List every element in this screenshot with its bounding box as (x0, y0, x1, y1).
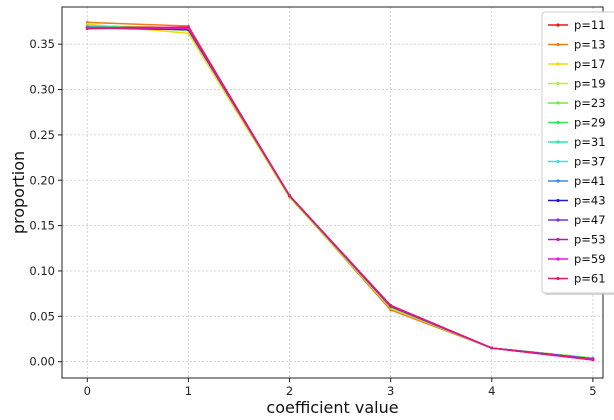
legend-entry: p=29 (574, 116, 606, 130)
legend-entry: p=53 (574, 233, 606, 247)
y-tick-label: 0.00 (29, 355, 55, 369)
legend-swatch-marker (556, 23, 560, 27)
legend-entry: p=23 (574, 96, 606, 110)
legend-swatch-marker (556, 257, 560, 261)
series-line-p=19 (87, 24, 593, 359)
x-tick-label: 3 (387, 384, 394, 398)
data-point (389, 304, 393, 307)
legend-swatch-marker (556, 62, 560, 66)
legend-swatch-marker (556, 81, 560, 86)
plot-frame (61, 6, 604, 379)
legend-entry: p=47 (574, 213, 606, 227)
series-line-p=53 (87, 27, 593, 361)
y-tick-label: 0.05 (29, 309, 55, 323)
y-tick-label: 0.15 (29, 219, 55, 233)
series-line-p=29 (87, 26, 593, 360)
series-line-p=11 (87, 25, 593, 360)
legend-entry: p=37 (574, 155, 606, 169)
series-lines (85, 21, 595, 362)
y-tick-label: 0.35 (29, 37, 55, 51)
x-tick-label: 5 (589, 384, 596, 398)
series-line-p=61 (87, 26, 593, 361)
series-line-p=47 (87, 27, 593, 360)
legend: p=11 p=13 p=17 p=19 p=23 p=29 p=31 p=37 p=41 p=43… (541, 11, 614, 295)
legend-swatch-marker (556, 159, 560, 164)
x-tick-label: 2 (286, 384, 293, 398)
legend-swatch-marker (556, 179, 560, 183)
data-point (591, 358, 595, 362)
x-axis-title: coefficient value (266, 398, 398, 417)
legend-entry: p=11 (574, 18, 606, 32)
legend-swatch-marker (556, 140, 560, 144)
data-point (490, 346, 494, 350)
series-line-p=41 (87, 26, 593, 360)
y-tick-label: 0.20 (29, 173, 55, 187)
axis-ticks: 0 1 2 3 4 5 0.00 0.05 0.10 0.15 0.20 0.25 0.30 0.35 (29, 37, 596, 398)
series-line-p=23 (87, 25, 593, 359)
grid (62, 7, 603, 378)
legend-swatch-marker (556, 120, 560, 125)
y-tick-label: 0.25 (29, 128, 55, 142)
legend-swatch-marker (556, 198, 560, 203)
series-line-p=37 (87, 27, 593, 360)
legend-swatch-marker (556, 101, 560, 105)
legend-swatch-marker (556, 42, 560, 47)
legend-entry: p=19 (574, 77, 606, 91)
data-point (187, 25, 190, 29)
data-point (85, 27, 89, 31)
y-axis-title: proportion (9, 151, 28, 234)
legend-swatch-marker (556, 237, 560, 242)
series-line-p=59 (87, 27, 593, 361)
series-line-p=17 (87, 23, 593, 359)
series-line-p=13 (87, 21, 593, 360)
series-line-p=43 (87, 27, 593, 360)
legend-entry: p=61 (574, 272, 606, 286)
data-point (288, 194, 291, 198)
legend-entry: p=59 (574, 252, 606, 266)
y-tick-label: 0.30 (29, 83, 55, 97)
legend-entry: p=41 (574, 174, 606, 188)
legend-entry: p=43 (574, 194, 606, 208)
x-tick-label: 1 (185, 384, 192, 398)
legend-entry: p=31 (574, 135, 606, 149)
y-tick-label: 0.10 (29, 264, 55, 278)
legend-box (541, 11, 614, 294)
legend-entry: p=17 (574, 57, 606, 71)
legend-swatch-marker (556, 276, 560, 281)
legend-swatch-marker (556, 218, 560, 222)
series-line-p=31 (87, 26, 593, 360)
legend-entry: p=13 (574, 38, 606, 52)
x-tick-label: 0 (84, 384, 91, 398)
x-tick-label: 4 (488, 384, 495, 398)
